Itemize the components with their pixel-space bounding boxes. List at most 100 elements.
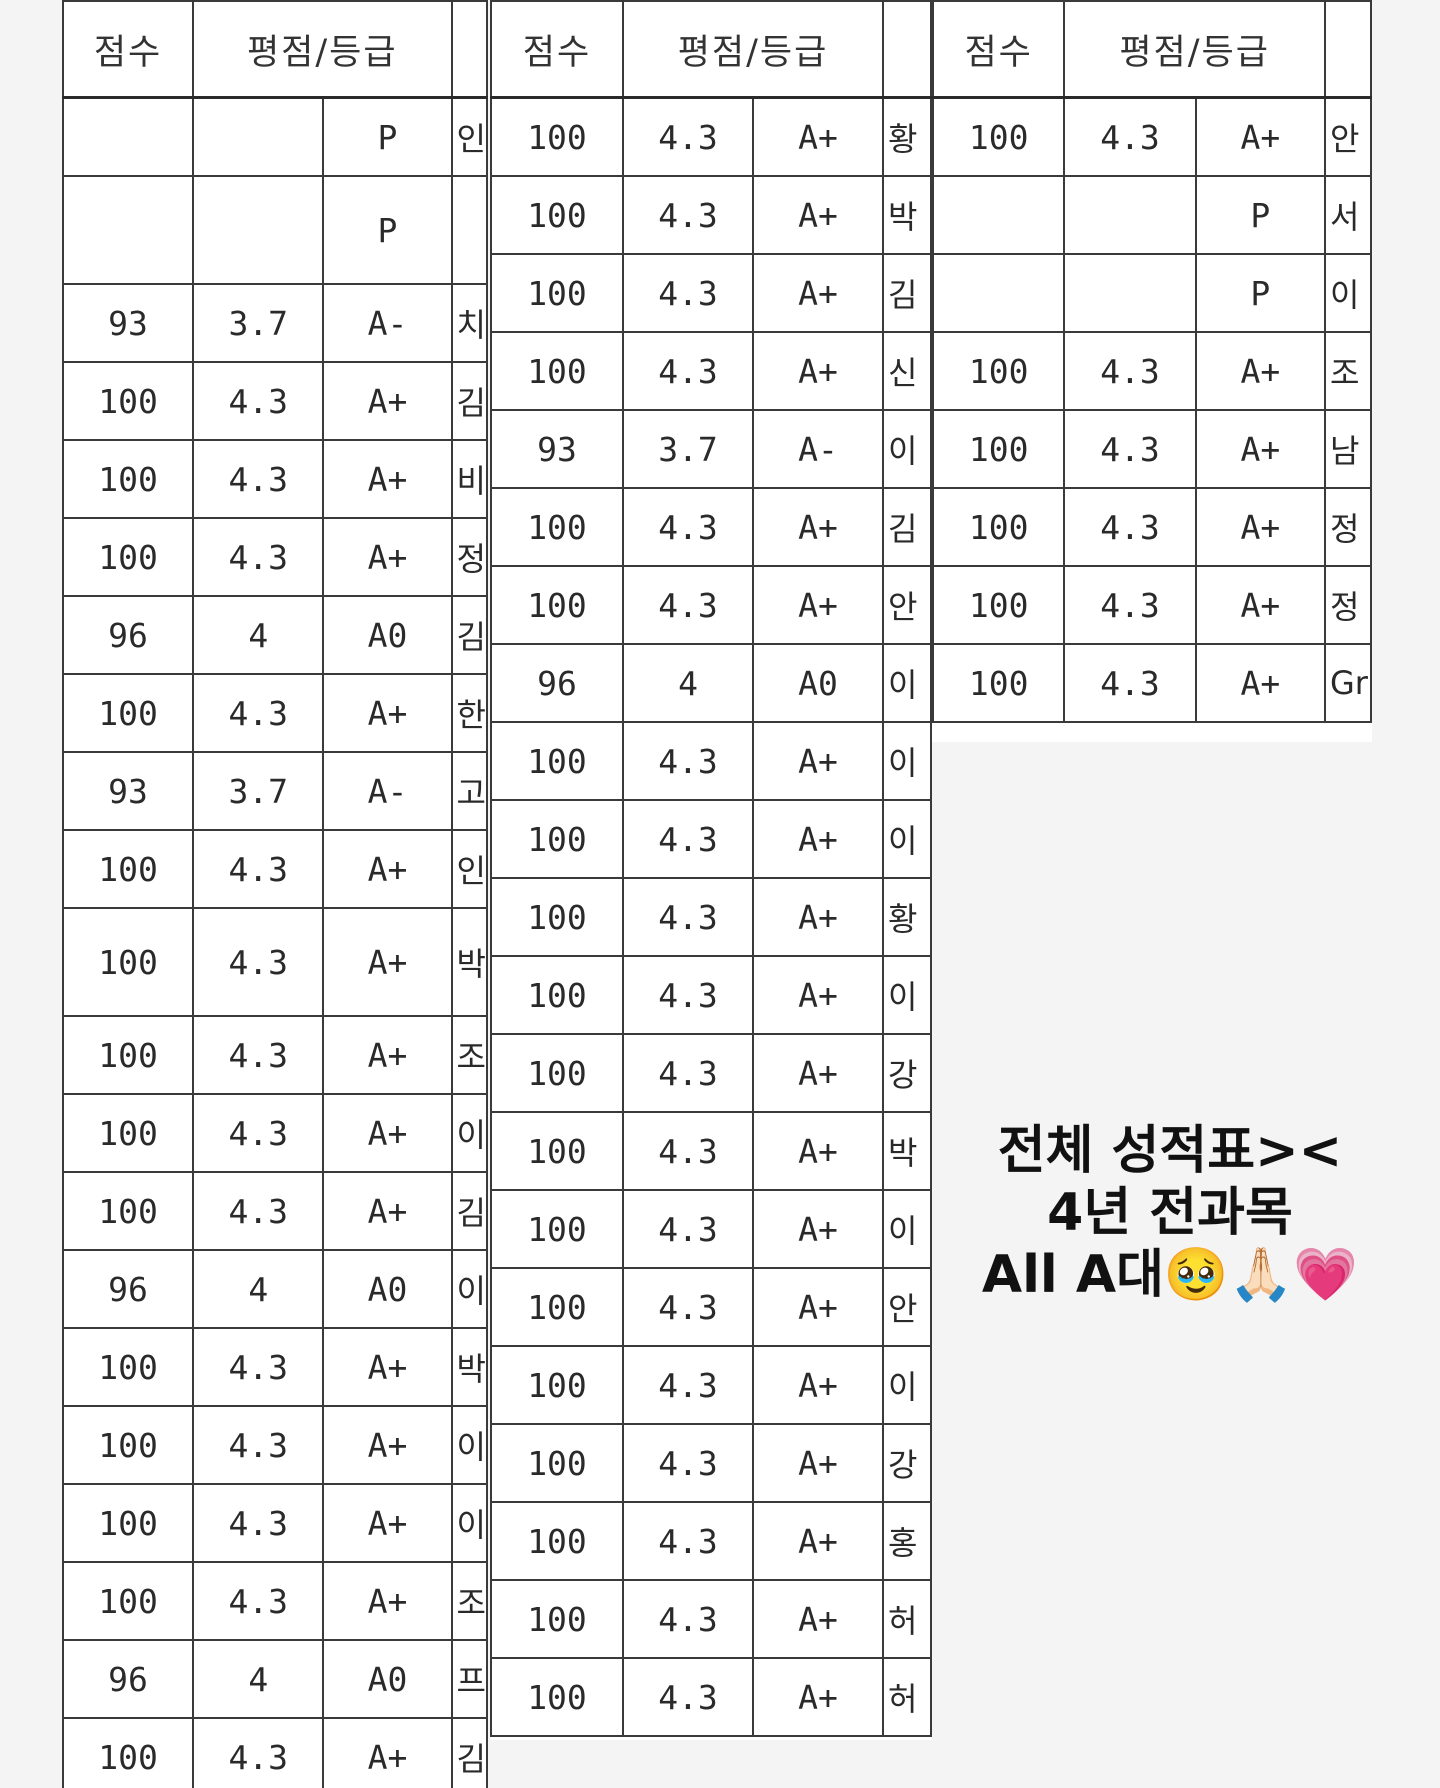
gpa-cell: 4.3: [622, 1423, 754, 1503]
letter-cell: A+: [752, 565, 884, 645]
gpa-cell: 4.3: [622, 1189, 754, 1269]
name-cell: 정: [1324, 565, 1372, 645]
score-cell: 100: [62, 517, 195, 597]
letter-cell: A+: [322, 517, 453, 597]
name-cell: [450, 175, 488, 285]
gpa-cell: 4.3: [192, 907, 325, 1017]
gpa-cell: 4.3: [1063, 487, 1197, 567]
gpa-cell: 4.3: [622, 1345, 754, 1425]
name-cell: 안: [882, 565, 932, 645]
score-cell: 100: [490, 331, 624, 411]
grades-table-middle: 점수 평점/등급 100 4.3 A+ 황 100 4.3 A+ 박 100 4.3 A+ 김 100 4…: [490, 0, 932, 1737]
table-row: P: [62, 175, 488, 285]
letter-cell: A+: [752, 1267, 884, 1347]
score-cell: 100: [62, 1483, 195, 1563]
gpa-cell: 4.3: [622, 1657, 754, 1737]
table-row: 100 4.3 A+ 이: [490, 721, 932, 801]
name-cell: 강: [882, 1423, 932, 1503]
score-cell: 96: [62, 1639, 195, 1719]
gpa-cell: [192, 175, 325, 285]
letter-cell: A+: [322, 1717, 453, 1788]
letter-cell: P: [1194, 253, 1327, 333]
gpa-cell: 4.3: [622, 1267, 754, 1347]
table-row: 100 4.3 A+ 이: [62, 1483, 488, 1563]
letter-cell: A0: [322, 595, 453, 675]
score-cell: 100: [62, 361, 195, 441]
score-cell: 100: [490, 955, 624, 1035]
score-cell: 100: [62, 1327, 195, 1407]
table-row: 96 4 A0 프: [62, 1639, 488, 1719]
name-cell: 이: [450, 1405, 488, 1485]
name-cell: 이: [450, 1483, 488, 1563]
score-cell: 100: [932, 643, 1066, 723]
gpa-cell: 4.3: [192, 1093, 325, 1173]
letter-cell: A+: [752, 331, 884, 411]
gpa-cell: [192, 96, 325, 177]
gpa-cell: 4.3: [622, 96, 754, 177]
gpa-cell: [1063, 253, 1197, 333]
score-cell: [932, 175, 1066, 255]
table-row: 100 4.3 A+ 박: [62, 907, 488, 1017]
score-cell: 100: [62, 439, 195, 519]
letter-cell: A+: [752, 96, 884, 177]
table-row: 100 4.3 A+ 안: [490, 1267, 932, 1347]
table-row: 100 4.3 A+ 남: [932, 409, 1372, 489]
score-cell: 100: [490, 1345, 624, 1425]
score-cell: 96: [490, 643, 624, 723]
caption-line-2: 4년 전과목: [1047, 1183, 1293, 1243]
table-row: 93 3.7 A- 이: [490, 409, 932, 489]
score-cell: 100: [490, 877, 624, 957]
score-cell: 100: [62, 1561, 195, 1641]
name-cell: 박: [882, 1111, 932, 1191]
gpa-cell: 4.3: [622, 175, 754, 255]
score-cell: 100: [490, 1033, 624, 1113]
score-cell: 100: [490, 175, 624, 255]
score-cell: 93: [490, 409, 624, 489]
letter-cell: A+: [752, 1501, 884, 1581]
table-row: 100 4.3 A+ 김: [62, 1171, 488, 1251]
letter-cell: A+: [752, 1111, 884, 1191]
letter-cell: A+: [752, 877, 884, 957]
score-cell: 100: [490, 1501, 624, 1581]
table-row: 100 4.3 A+ Gr: [932, 643, 1372, 723]
score-cell: 100: [62, 673, 195, 753]
letter-cell: A+: [322, 673, 453, 753]
letter-cell: P: [322, 175, 453, 285]
gpa-cell: 4.3: [192, 1717, 325, 1788]
score-cell: 100: [490, 253, 624, 333]
table-row: 100 4.3 A+ 박: [62, 1327, 488, 1407]
score-cell: 100: [932, 565, 1066, 645]
letter-cell: A+: [752, 1423, 884, 1503]
letter-cell: A+: [752, 487, 884, 567]
grades-table-right: 점수 평점/등급 100 4.3 A+ 안 P 서 P 이 100 4.3 A+ 조 100 4.3 A+ 남…: [932, 0, 1372, 723]
name-cell: 황: [882, 877, 932, 957]
name-cell: 허: [882, 1657, 932, 1737]
name-cell: 조: [1324, 331, 1372, 411]
score-cell: 100: [932, 487, 1066, 567]
gpa-cell: 4.3: [192, 829, 325, 909]
table-row: 100 4.3 A+ 인: [62, 829, 488, 909]
name-cell: 치: [450, 283, 488, 363]
table-row: 100 4.3 A+ 황: [490, 96, 932, 177]
name-cell: 프: [450, 1639, 488, 1719]
table-row: 100 4.3 A+ 정: [932, 487, 1372, 567]
letter-cell: A+: [752, 1345, 884, 1425]
gpa-cell: 4.3: [622, 253, 754, 333]
name-cell: 한: [450, 673, 488, 753]
table-row: 100 4.3 A+ 안: [490, 565, 932, 645]
table-row: 93 3.7 A- 고: [62, 751, 488, 831]
score-header: 점수: [62, 0, 195, 99]
name-cell: 김: [450, 1717, 488, 1788]
name-header: [882, 0, 932, 99]
table-row: 100 4.3 A+ 이: [62, 1405, 488, 1485]
name-cell: 인: [450, 96, 488, 177]
score-cell: 100: [490, 487, 624, 567]
name-cell: 이: [1324, 253, 1372, 333]
gpa-cell: 4.3: [622, 799, 754, 879]
name-cell: 박: [450, 1327, 488, 1407]
caption-line-3: All A대🥹🙏🏻💗: [940, 1244, 1400, 1306]
score-cell: 100: [62, 829, 195, 909]
gpa-cell: 4.3: [1063, 565, 1197, 645]
table-row: 100 4.3 A+ 허: [490, 1579, 932, 1659]
